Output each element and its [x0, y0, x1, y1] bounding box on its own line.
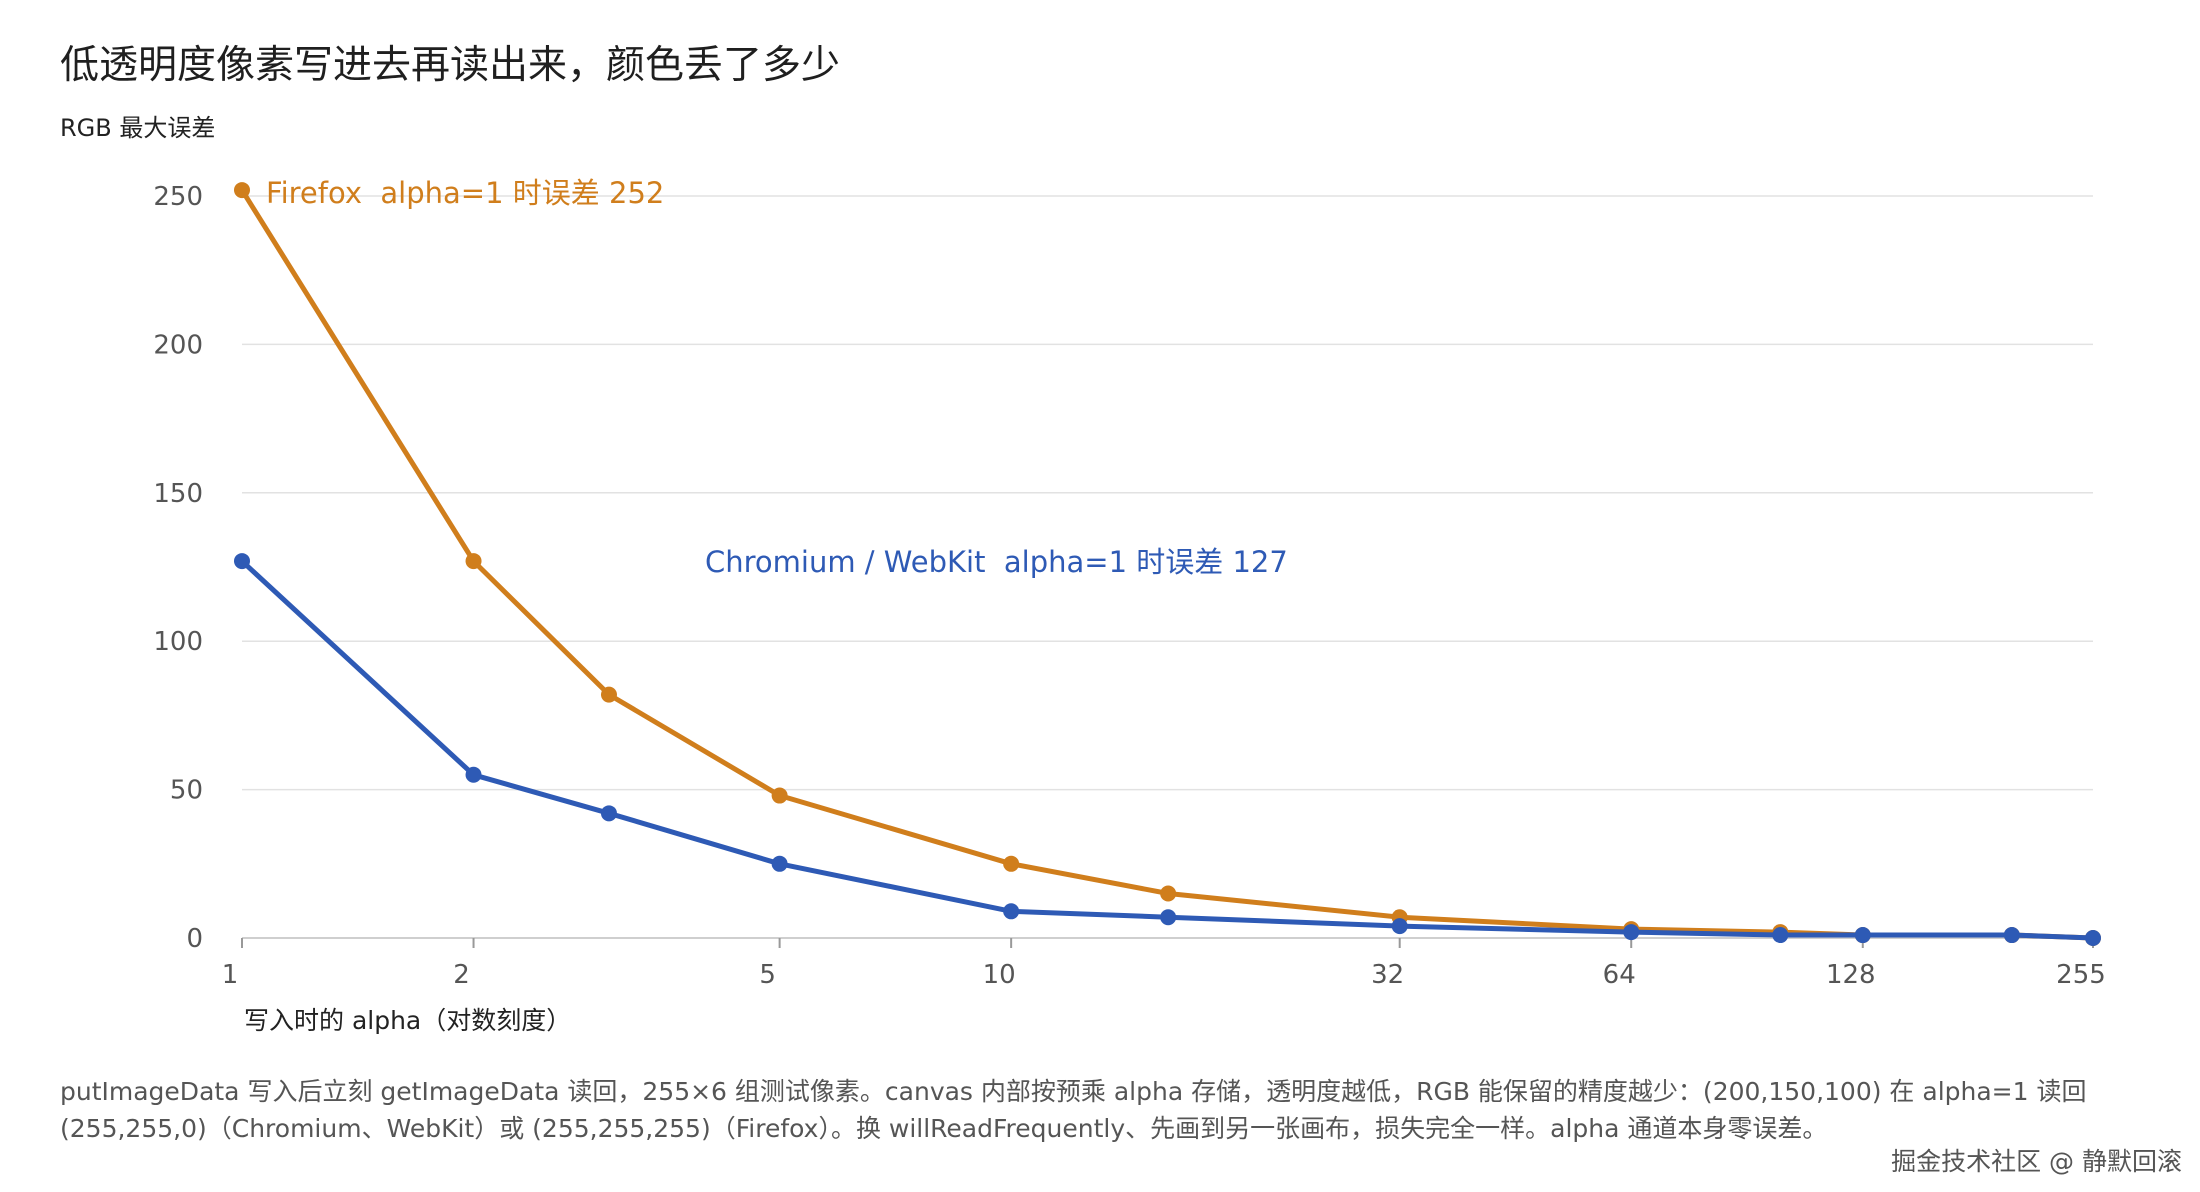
chart-title: 低透明度像素写进去再读出来，颜色丢了多少	[60, 43, 841, 88]
data-point	[234, 182, 250, 199]
x-tick-label: 5	[759, 960, 776, 990]
data-point	[1160, 909, 1177, 926]
x-axis: 0 50 100 150 200 250 1 2 5 10 32 64 128 255	[153, 182, 2105, 990]
data-point	[2085, 930, 2101, 946]
data-point	[1160, 885, 1177, 902]
y-tick-label: 50	[170, 776, 203, 806]
x-tick-label: 1	[222, 960, 239, 990]
data-point	[1003, 855, 1020, 872]
y-axis-label: RGB 最大误差	[60, 114, 216, 142]
y-tick-label: 0	[186, 924, 203, 954]
data-point	[600, 805, 617, 822]
x-tick-label: 64	[1603, 960, 1636, 990]
series-lines	[234, 182, 2101, 946]
annotation-label: Chromium / WebKit alpha=1 时误差 127	[705, 545, 1288, 579]
data-point	[1391, 918, 1408, 935]
watermark: 掘金技术社区 @ 静默回滚	[1891, 1147, 2182, 1176]
data-point	[465, 766, 482, 783]
data-point	[1623, 924, 1640, 941]
y-tick-label: 150	[153, 479, 203, 509]
x-tick-label: 10	[983, 960, 1016, 990]
x-tick-label: 255	[2056, 960, 2106, 990]
annotation-labels: Firefox alpha=1 时误差 252 Chromium / WebKit…	[266, 176, 1288, 579]
data-point	[1854, 927, 1871, 944]
data-point	[771, 787, 788, 804]
x-tick-label: 2	[453, 960, 470, 990]
caption: putImageData 写入后立刻 getImageData 读回，255×6…	[60, 1077, 2087, 1143]
data-point	[771, 855, 788, 872]
y-tick-label: 250	[153, 182, 203, 212]
data-point	[600, 686, 617, 703]
grid-lines	[242, 195, 2093, 791]
x-tick-label: 32	[1371, 960, 1404, 990]
annotation-label: Firefox alpha=1 时误差 252	[266, 176, 664, 210]
x-axis-label: 写入时的 alpha（对数刻度）	[244, 1006, 571, 1035]
data-point	[1772, 927, 1789, 944]
y-tick-label: 200	[153, 330, 203, 360]
y-tick-label: 100	[153, 627, 203, 657]
data-point	[465, 553, 482, 570]
data-point	[234, 553, 250, 570]
x-tick-label: 128	[1826, 960, 1876, 990]
data-point	[2003, 927, 2020, 944]
series-line-1	[239, 558, 2096, 941]
data-point	[1003, 903, 1020, 920]
